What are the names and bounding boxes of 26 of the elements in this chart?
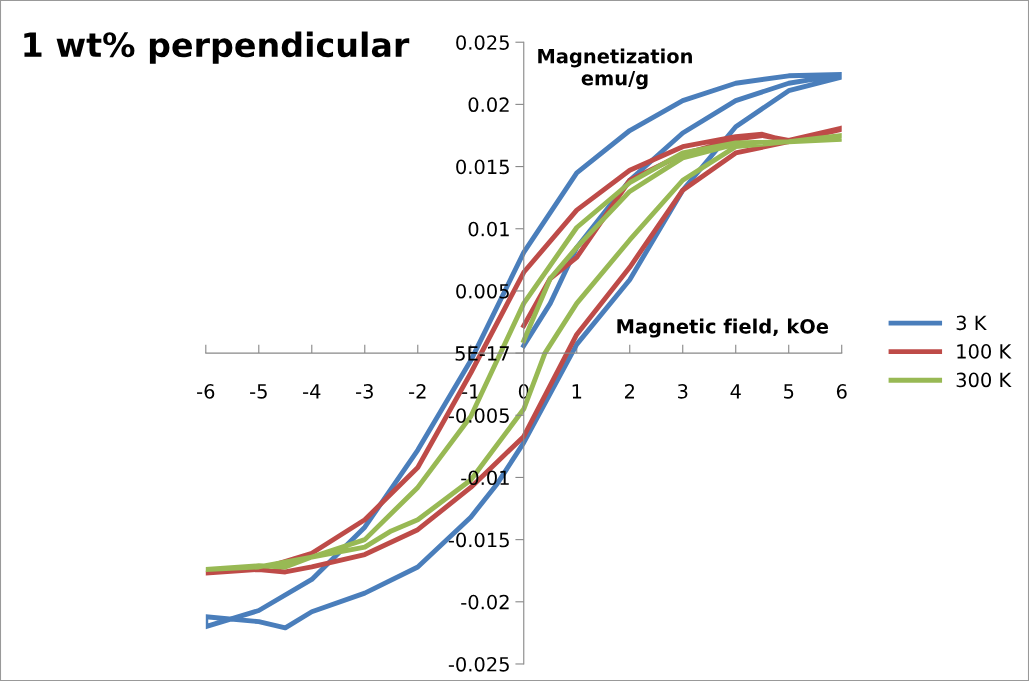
x-tick-label: 3 — [678, 384, 688, 399]
x-tick-label: -2 — [409, 384, 426, 399]
x-tick-label: 1 — [572, 384, 582, 399]
y-tick-label: 0.015 — [456, 159, 509, 175]
x-tick-label: -3 — [356, 384, 373, 399]
y-tick-label: 0.01 — [468, 221, 509, 237]
y-tick-label: -0.025 — [448, 656, 509, 672]
y-tick-label: -0.02 — [461, 594, 509, 610]
y-tick-label: 5E-17 — [455, 346, 509, 361]
x-axis-title: Magnetic field, kOe — [617, 318, 829, 338]
x-tick-label: 5 — [784, 384, 794, 399]
x-tick-label: -1 — [462, 384, 479, 399]
y-tick-label: 0.02 — [468, 97, 509, 113]
x-tick-label: -4 — [303, 384, 321, 399]
x-tick-label: 6 — [836, 384, 847, 399]
x-tick-label: 4 — [730, 384, 741, 399]
legend-label: 100 K — [957, 344, 1012, 359]
x-tick-label: -5 — [250, 384, 267, 399]
y-axis-title: Magnetization emu/g — [538, 48, 692, 90]
legend-label: 3 K — [956, 315, 987, 331]
chart-title: 1 wt% perpendicular — [24, 31, 410, 64]
legend-label: 300 K — [956, 372, 1012, 388]
y-tick-label: -0.015 — [448, 532, 509, 548]
x-tick-label: 2 — [624, 384, 634, 399]
x-tick-label: -6 — [197, 384, 215, 399]
y-tick-label: 0.025 — [456, 35, 509, 50]
